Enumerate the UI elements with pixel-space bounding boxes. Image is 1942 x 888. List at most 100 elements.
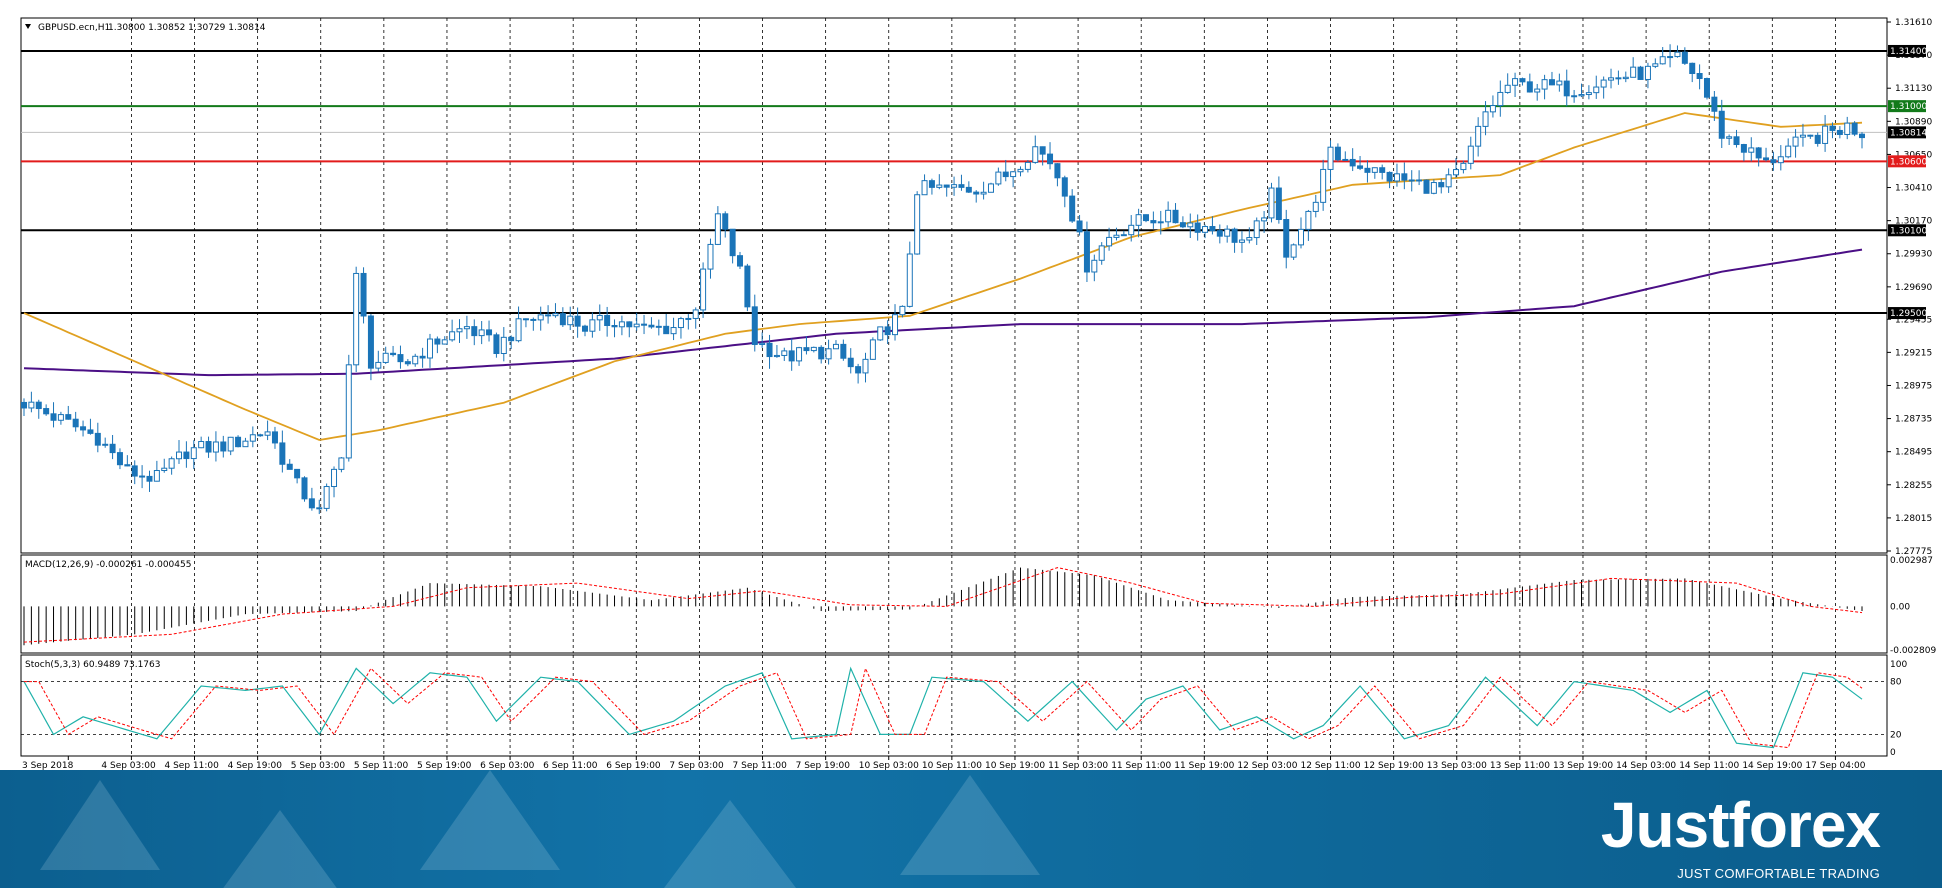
candle-body [840, 343, 847, 359]
candle-body [235, 436, 242, 448]
candle-body [1777, 156, 1784, 164]
stoch-label: Stoch(5,3,3) 60.9489 73.1763 [25, 660, 160, 670]
candle-body [943, 184, 950, 188]
decorative-triangle-icon [900, 775, 1040, 875]
candle-body [1408, 179, 1415, 182]
candle-body [449, 331, 456, 341]
candle-body [1142, 214, 1149, 222]
candle-body [478, 329, 485, 337]
candle-body [1652, 63, 1659, 67]
candle-body [655, 325, 662, 328]
candle-body [338, 457, 345, 470]
collapse-triangle-icon[interactable] [25, 24, 31, 29]
stoch-axis: 100 80 20 0 [1890, 660, 1907, 758]
candle-body [663, 325, 670, 335]
candle-body [980, 191, 987, 195]
candle-body [1113, 234, 1120, 238]
candle-body [331, 468, 338, 488]
price-label: 1.28255 [1895, 481, 1932, 491]
candle-body [168, 458, 175, 469]
current-price-tag-label: 1.30814 [1890, 128, 1927, 138]
candle-body [729, 228, 736, 257]
candle-body [714, 213, 721, 245]
time-label: 14 Sep 11:00 [1679, 761, 1739, 771]
symbol-header: GBPUSD.ecn,H1 [38, 23, 110, 33]
candle-body [574, 315, 581, 327]
candle-body [286, 463, 293, 470]
candle-body [803, 347, 810, 352]
candle-body [1327, 146, 1334, 170]
price-label: 1.28495 [1895, 448, 1932, 458]
candle-body [1202, 226, 1209, 233]
candle-body [1585, 92, 1592, 96]
time-label: 10 Sep 19:00 [985, 761, 1045, 771]
candle-body [589, 319, 596, 332]
candle-body [1467, 145, 1474, 164]
candle-body [818, 346, 825, 360]
candle-body [855, 366, 862, 374]
candle-body [264, 431, 271, 436]
candle-body [685, 317, 692, 320]
time-label: 3 Sep 2018 [22, 761, 74, 771]
footer-banner [0, 770, 1942, 888]
candle-body [670, 327, 677, 335]
candle-body [832, 343, 839, 350]
candle-body [1829, 125, 1836, 131]
candle-body [1844, 122, 1851, 135]
candle-body [1209, 226, 1216, 232]
candle-body [1763, 157, 1770, 161]
candle-body [1342, 158, 1349, 161]
candle-body [1475, 125, 1482, 147]
candle-body [434, 338, 441, 345]
candle-body [1512, 78, 1519, 86]
candle-body [1401, 173, 1408, 181]
candle-body [294, 468, 301, 479]
candle-body [877, 326, 884, 341]
macd-signal-path [23, 567, 1863, 643]
candle-body [21, 401, 27, 409]
candle-body [537, 314, 544, 321]
candle-body [463, 326, 470, 330]
candle-body [441, 339, 448, 345]
macd-axis-label: 0.00 [1890, 602, 1910, 612]
candle-body [1851, 122, 1858, 135]
candle-body [1106, 236, 1113, 247]
candle-body [515, 318, 522, 342]
candle-body [1578, 94, 1585, 97]
time-label: 10 Sep 11:00 [922, 761, 982, 771]
candle-body [633, 323, 640, 328]
candle-body [124, 464, 131, 467]
time-label: 5 Sep 19:00 [417, 761, 472, 771]
candle-body [1393, 173, 1400, 182]
candle-body [1261, 217, 1268, 222]
candle-body [928, 180, 935, 188]
candle-body [1504, 84, 1511, 93]
time-label: 4 Sep 03:00 [101, 761, 156, 771]
time-label: 11 Sep 11:00 [1111, 761, 1171, 771]
stoch-main-line [23, 666, 1863, 749]
time-label: 14 Sep 03:00 [1616, 761, 1676, 771]
price-label: 1.29215 [1895, 348, 1932, 358]
candle-body [1615, 77, 1622, 80]
ohlc-values: 1.30800 1.30852 1.30729 1.30814 [108, 23, 266, 33]
candle-body [1563, 80, 1570, 97]
candle-body [57, 414, 64, 421]
candle-body [508, 336, 515, 342]
time-label: 6 Sep 19:00 [606, 761, 661, 771]
candle-body [404, 361, 411, 365]
ma-slow-line [23, 248, 1863, 377]
candle-body [486, 329, 493, 336]
time-label: 4 Sep 19:00 [228, 761, 283, 771]
price-panel[interactable] [20, 17, 1888, 554]
candle-body [796, 347, 803, 362]
candle-body [1172, 209, 1179, 224]
candle-body [1010, 171, 1017, 178]
candle-body [1268, 187, 1275, 219]
candle-body [1733, 136, 1740, 146]
candle-body [1689, 62, 1696, 75]
candle-body [1120, 234, 1127, 237]
candle-body [353, 272, 360, 366]
level-129500-tag [1888, 307, 1926, 320]
stoch-panel[interactable] [20, 654, 1888, 757]
